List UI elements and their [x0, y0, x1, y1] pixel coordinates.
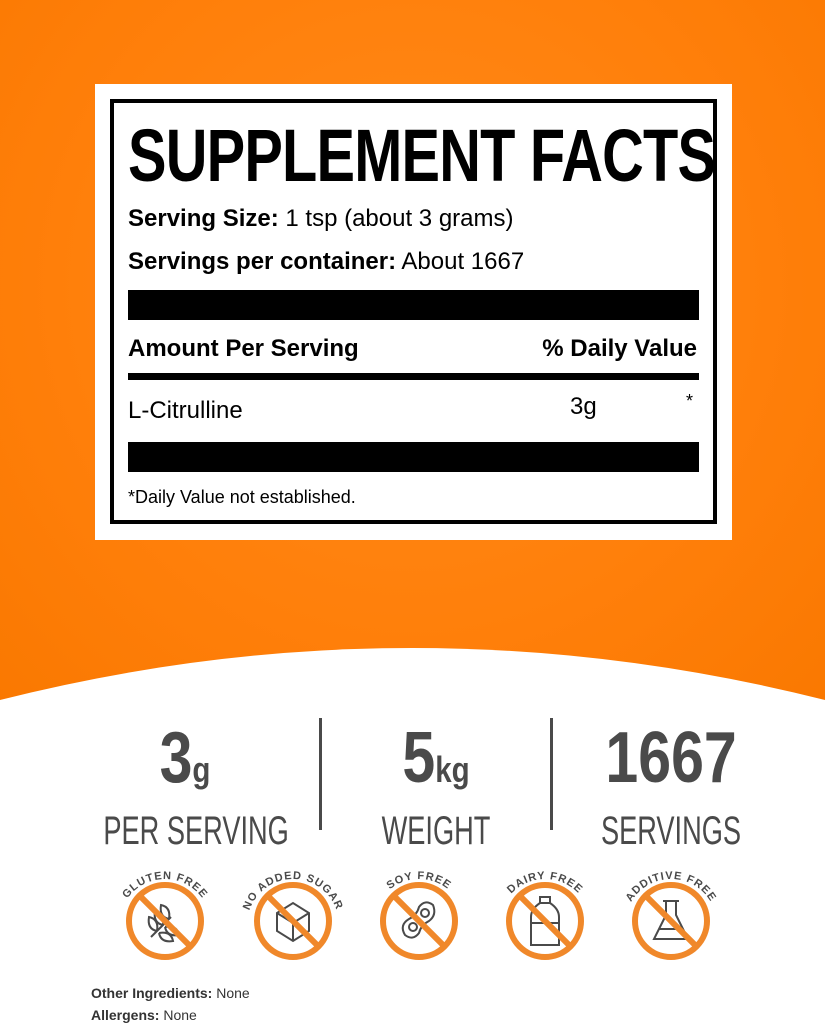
- serving-size-label: Serving Size:: [128, 205, 279, 232]
- divider-line: [128, 373, 699, 380]
- badge-gluten-free: GLUTEN FREE: [110, 862, 220, 972]
- prohibited-icon: [506, 882, 584, 960]
- white-curve: [0, 648, 825, 1024]
- label-title: SUPPLEMENT FACTS: [128, 114, 716, 197]
- stat-servings: 1667 SERVINGS: [551, 722, 791, 854]
- badge-additive-free: ADDITIVE FREE: [616, 862, 726, 972]
- badge-no-added-sugar: NO ADDED SUGAR: [238, 862, 348, 972]
- prohibited-icon: [126, 882, 204, 960]
- divider-bar: [128, 290, 699, 320]
- ingredient-name: L-Citrulline: [128, 397, 243, 424]
- other-ingredients-value: None: [216, 985, 250, 1001]
- ingredient-dv: *: [686, 391, 694, 411]
- stat-value: 1667: [605, 718, 737, 798]
- ingredient-amount: 3g: [570, 393, 597, 420]
- servings-per-container: Servings per container: About 1667: [128, 248, 524, 276]
- badge-dairy-free: DAIRY FREE: [490, 862, 600, 972]
- supplement-facts-label: SUPPLEMENT FACTS Serving Size: 1 tsp (ab…: [95, 84, 732, 540]
- amount-header: Amount Per Serving: [128, 335, 359, 362]
- stat-per-serving: 3g PER SERVING: [65, 722, 305, 854]
- stat-unit: g: [192, 749, 211, 790]
- badge-soy-free: SOY FREE: [364, 862, 474, 972]
- servings-label: Servings per container:: [128, 248, 397, 275]
- stat-divider: [319, 718, 322, 830]
- stat-divider: [550, 718, 553, 830]
- footnote: *Daily Value not established.: [128, 487, 356, 507]
- prohibited-icon: [254, 882, 332, 960]
- stat-value: 5: [402, 718, 436, 798]
- serving-size: Serving Size: 1 tsp (about 3 grams): [128, 205, 514, 233]
- label-border: SUPPLEMENT FACTS Serving Size: 1 tsp (ab…: [110, 99, 717, 524]
- other-ingredients: Other Ingredients: None: [91, 985, 250, 1001]
- badge-label: SOY FREE: [384, 870, 453, 892]
- stat-value: 3: [159, 718, 193, 798]
- prohibited-icon: [632, 882, 710, 960]
- stat-caption: SERVINGS: [600, 809, 742, 853]
- allergens: Allergens: None: [91, 1007, 197, 1023]
- serving-size-value: 1 tsp (about 3 grams): [285, 205, 514, 232]
- dv-header: % Daily Value: [542, 335, 697, 362]
- stat-weight: 5kg WEIGHT: [316, 722, 556, 854]
- allergens-label: Allergens:: [91, 1007, 160, 1023]
- stat-caption: PER SERVING: [103, 809, 289, 853]
- prohibited-icon: [380, 882, 458, 960]
- divider-bar: [128, 442, 699, 472]
- allergens-value: None: [163, 1007, 197, 1023]
- other-ingredients-label: Other Ingredients:: [91, 985, 213, 1001]
- stat-unit: kg: [435, 749, 470, 790]
- servings-value: About 1667: [401, 248, 525, 275]
- stat-caption: WEIGHT: [381, 809, 491, 853]
- badge-label: NO ADDED SUGAR: [241, 870, 345, 912]
- soybean-icon: [401, 901, 436, 939]
